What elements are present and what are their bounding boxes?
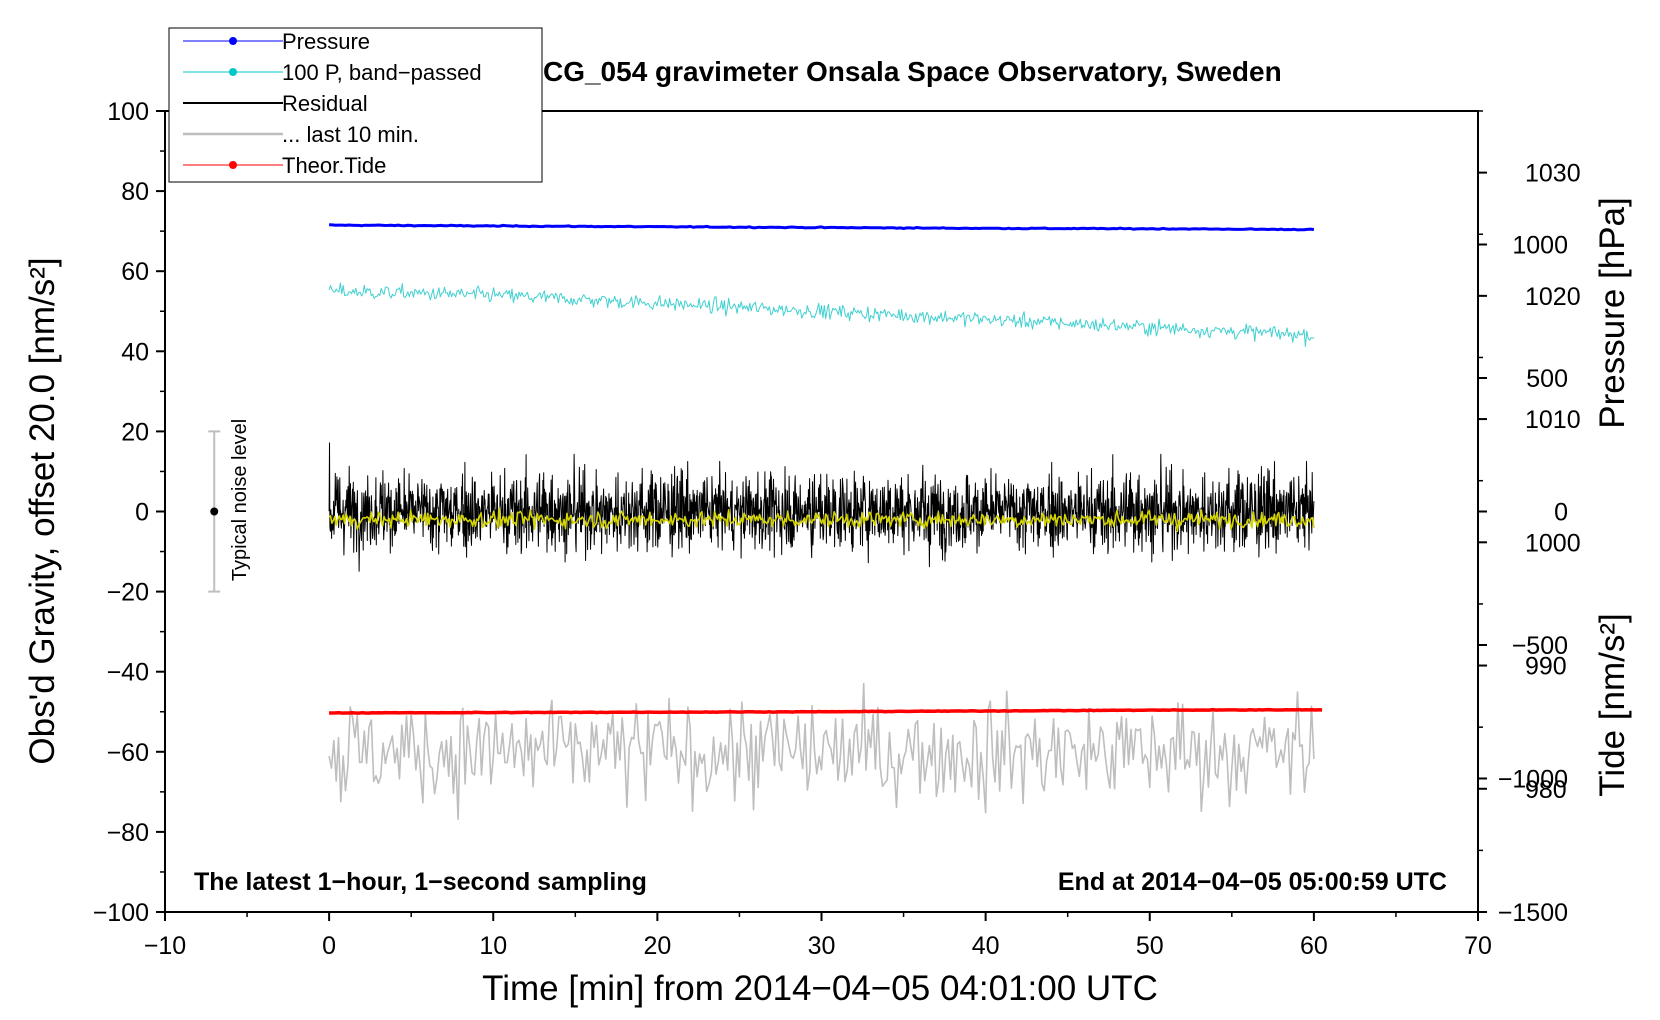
y-axis-title-gravity: Obs'd Gravity, offset 20.0 [nm/s²]: [23, 257, 62, 764]
pressure-tick-label: 980: [1525, 776, 1567, 804]
legend-label: Pressure: [282, 29, 370, 54]
tide-tick-label: −1000: [1498, 766, 1568, 794]
series-line-theor-tide: [329, 707, 1323, 715]
series-line-residual-smoothed: [328, 507, 1315, 533]
legend-label: 100 P, band−passed: [282, 60, 482, 85]
y-axis-title-pressure: Pressure [hPa]: [1593, 197, 1632, 429]
chart-title: SCG_054 gravimeter Onsala Space Observat…: [524, 56, 1281, 87]
pressure-tick-label: 990: [1525, 653, 1567, 681]
tide-axis-ticks: −1500 −1000 −500 0 500 1000: [1478, 232, 1568, 927]
tide-tick-label: 500: [1526, 365, 1568, 393]
y-tick-label: 0: [135, 499, 149, 527]
sampling-note: The latest 1−hour, 1−second sampling: [194, 868, 647, 896]
noise-label: Typical noise level: [229, 419, 251, 581]
pressure-tick-label: 1020: [1525, 283, 1581, 311]
legend-marker: [229, 161, 237, 169]
y-tick-label: −40: [107, 659, 149, 687]
series-line-last-10-min: [328, 682, 1315, 821]
y-tick-label: 40: [121, 338, 149, 366]
tide-tick-label: −1500: [1498, 899, 1568, 927]
x-axis-title: Time [min] from 2014−04−05 04:01:00 UTC: [482, 969, 1158, 1008]
x-tick-label: 40: [972, 932, 1000, 960]
y-tick-label: 100: [107, 98, 149, 126]
legend-box: [168, 27, 543, 183]
y-tick-label: −60: [107, 739, 149, 767]
pressure-tick-label: 1030: [1525, 160, 1581, 188]
pressure-tick-label: 1010: [1525, 406, 1581, 434]
legend-label: Theor.Tide: [282, 153, 386, 178]
tide-tick-label: 1000: [1512, 232, 1568, 260]
y-tick-label: −80: [107, 819, 149, 847]
series-line-100-p-band-passed: [328, 282, 1315, 347]
tide-tick-label: 0: [1554, 499, 1568, 527]
x-tick-label: −10: [144, 932, 186, 960]
x-tick-label: 20: [643, 932, 671, 960]
legend-label: Residual: [282, 91, 368, 116]
end-time-note: End at 2014−04−05 05:00:59 UTC: [1058, 868, 1447, 896]
y-axis-title-tide: Tide [nm/s²]: [1593, 613, 1632, 796]
y-axis-ticks: −100 −80 −60 −40 −20 0 20 40 60 80 100: [93, 98, 165, 927]
y-tick-label: 60: [121, 258, 149, 286]
noise-bar-center-dot: [210, 507, 219, 516]
legend-label: ... last 10 min.: [282, 122, 419, 147]
x-tick-label: 0: [322, 932, 336, 960]
tide-tick-label: −500: [1512, 632, 1568, 660]
x-tick-label: 50: [1136, 932, 1164, 960]
x-tick-label: 60: [1300, 932, 1328, 960]
x-tick-label: 10: [479, 932, 507, 960]
x-axis-ticks: −10 0 10 20 30 40 50 60 70: [144, 912, 1492, 960]
y-tick-label: −20: [107, 579, 149, 607]
legend: Pressure 100 P, band−passed Residual ... la…: [168, 27, 543, 183]
y-tick-label: 20: [121, 418, 149, 446]
legend-marker: [229, 68, 237, 76]
pressure-tick-label: 1000: [1525, 529, 1581, 557]
series-layer: [328, 223, 1323, 821]
x-tick-label: 30: [808, 932, 836, 960]
pressure-axis-ticks: 980 990 1000 1010 1020 1030: [1478, 110, 1581, 852]
y-tick-label: 80: [121, 178, 149, 206]
legend-marker: [229, 37, 237, 45]
x-tick-label: 70: [1464, 932, 1492, 960]
y-tick-label: −100: [93, 899, 149, 927]
noise-level-bar: [208, 430, 221, 593]
series-line-pressure: [329, 223, 1315, 232]
